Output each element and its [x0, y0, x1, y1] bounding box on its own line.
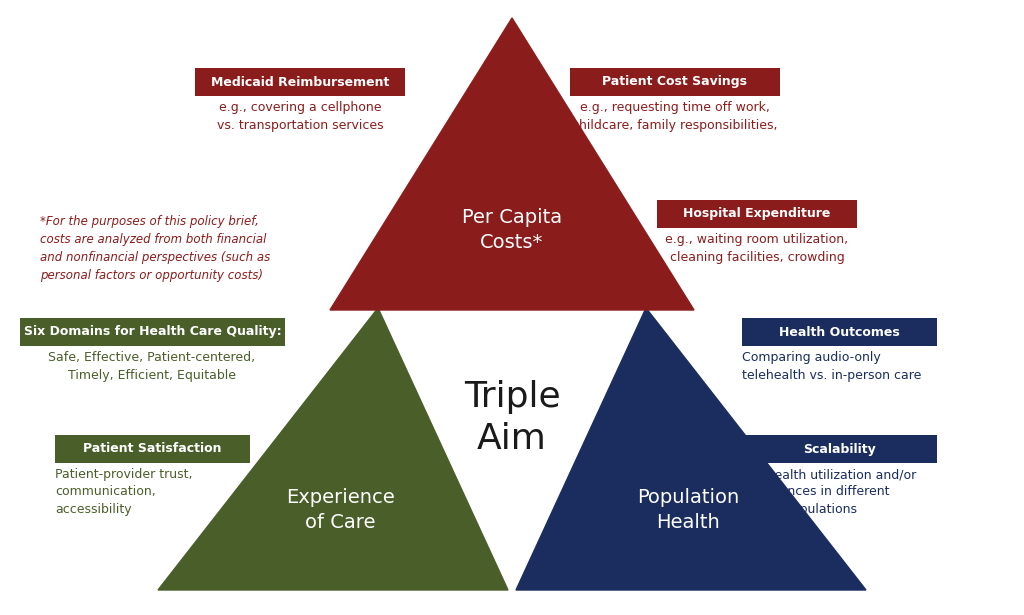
Polygon shape: [158, 308, 508, 590]
Text: Per Capita
Costs*: Per Capita Costs*: [462, 208, 562, 252]
Text: Population
Health: Population Health: [637, 488, 739, 532]
Polygon shape: [516, 308, 866, 590]
Text: Six Domains for Health Care Quality:: Six Domains for Health Care Quality:: [24, 325, 282, 338]
FancyBboxPatch shape: [55, 435, 250, 463]
Text: e.g., waiting room utilization,
cleaning facilities, crowding: e.g., waiting room utilization, cleaning…: [666, 233, 849, 263]
Text: Comparing audio-only
telehealth vs. in-person care: Comparing audio-only telehealth vs. in-p…: [742, 351, 922, 381]
Polygon shape: [330, 18, 694, 310]
FancyBboxPatch shape: [570, 68, 780, 96]
Text: Hospital Expenditure: Hospital Expenditure: [683, 207, 830, 221]
Text: Safe, Effective, Patient-centered,
Timely, Efficient, Equitable: Safe, Effective, Patient-centered, Timel…: [48, 351, 256, 381]
Text: Health Outcomes: Health Outcomes: [779, 325, 900, 338]
Text: e.g., covering a cellphone
vs. transportation services: e.g., covering a cellphone vs. transport…: [217, 101, 383, 132]
FancyBboxPatch shape: [742, 435, 937, 463]
Text: Experience
of Care: Experience of Care: [286, 488, 394, 532]
FancyBboxPatch shape: [742, 318, 937, 346]
Text: Scalability: Scalability: [803, 443, 876, 456]
Text: e.g., requesting time off work,
childcare, family responsibilities,: e.g., requesting time off work, childcar…: [572, 101, 778, 132]
Text: Patient Satisfaction: Patient Satisfaction: [83, 443, 222, 456]
FancyBboxPatch shape: [657, 200, 857, 228]
Text: Patient Cost Savings: Patient Cost Savings: [602, 76, 748, 89]
FancyBboxPatch shape: [195, 68, 406, 96]
Text: Medicaid Reimbursement: Medicaid Reimbursement: [211, 76, 389, 89]
FancyBboxPatch shape: [20, 318, 285, 346]
Text: *For the purposes of this policy brief,
costs are analyzed from both financial
a: *For the purposes of this policy brief, …: [40, 215, 270, 282]
Text: Patient-provider trust,
communication,
accessibility: Patient-provider trust, communication, a…: [55, 468, 193, 516]
Text: Telehealth utilization and/or
preferences in different
target populations: Telehealth utilization and/or preference…: [742, 468, 916, 516]
Text: Triple
Aim: Triple Aim: [464, 380, 560, 456]
